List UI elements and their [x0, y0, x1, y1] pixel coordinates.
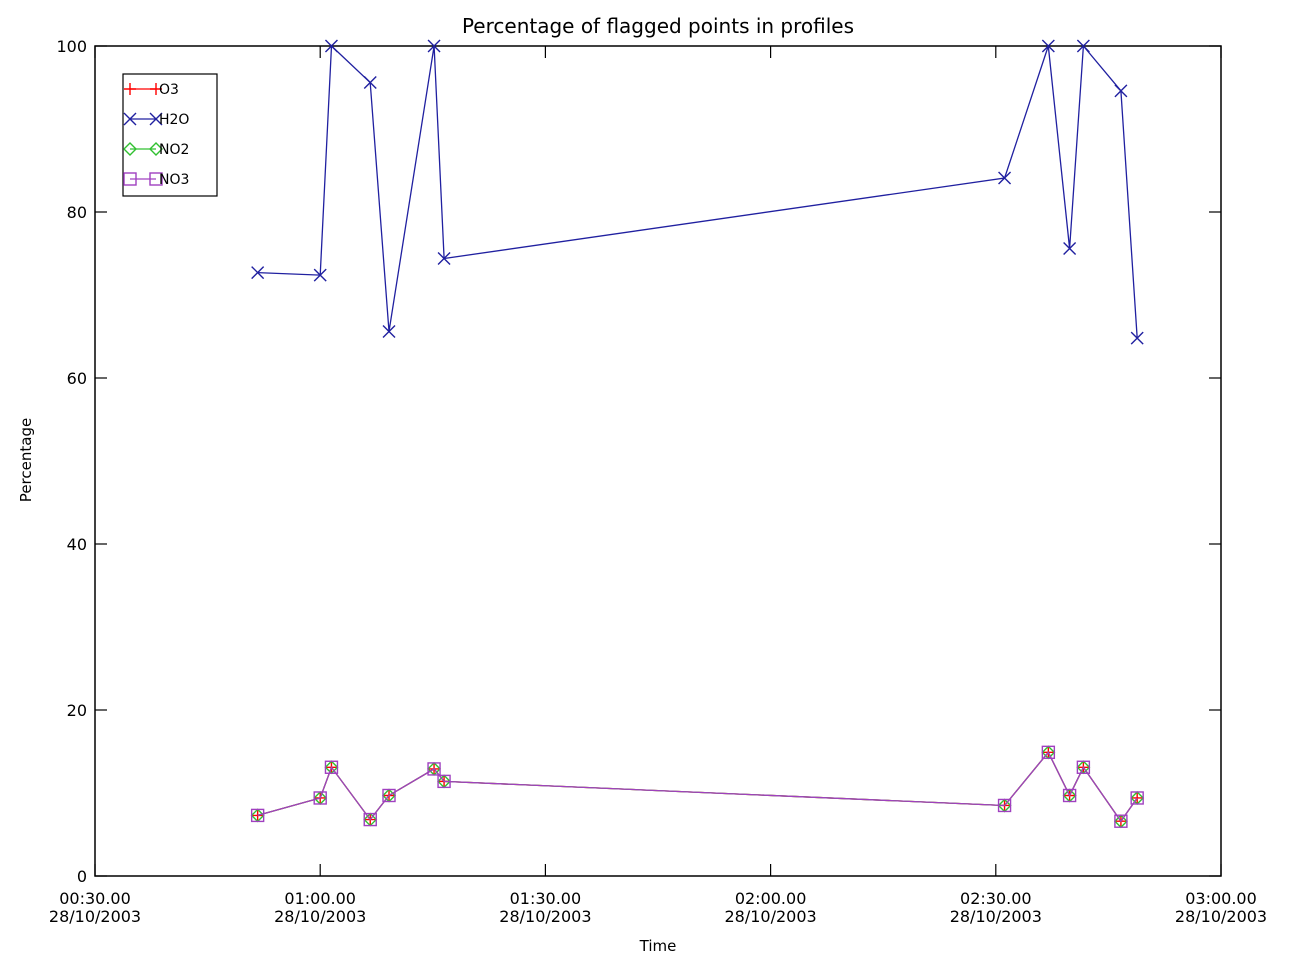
y-tick-label: 20	[67, 701, 87, 720]
legend-label: NO3	[159, 172, 189, 188]
data-point-h2o	[324, 39, 338, 53]
data-point-no3	[997, 798, 1012, 813]
series-line-no3	[257, 751, 1138, 823]
data-point-no3	[1041, 745, 1056, 760]
series-line-h2o	[257, 44, 1138, 339]
legend: O3 H2O NO2 NO3	[122, 73, 218, 197]
y-tick-label: 40	[67, 535, 87, 554]
x-tick-label-date: 28/10/2003	[49, 907, 141, 926]
data-point-h2o	[1130, 331, 1144, 345]
data-point-h2o	[437, 251, 451, 265]
data-point-no3	[437, 774, 451, 789]
x-tick-label-time: 03:00.00	[1185, 889, 1257, 908]
data-point-no3	[1076, 760, 1091, 774]
legend-marker	[149, 112, 163, 126]
data-point-h2o	[998, 171, 1012, 185]
data-point-h2o	[1063, 242, 1077, 256]
series-no3	[250, 745, 1144, 828]
data-point-no3	[1130, 791, 1144, 805]
data-point-h2o	[382, 325, 396, 339]
y-axis-label: Percentage	[17, 418, 35, 502]
data-point-no3	[313, 791, 327, 805]
series-h2o	[251, 39, 1144, 345]
series-layer	[250, 39, 1145, 829]
legend-marker	[149, 172, 163, 186]
x-tick-label-date: 28/10/2003	[274, 907, 366, 926]
legend-marker	[149, 142, 163, 156]
data-point-no3	[1114, 814, 1128, 828]
data-point-no3	[324, 760, 339, 774]
y-tick-label: 60	[67, 369, 87, 388]
data-point-no3	[382, 788, 396, 803]
chart-title: Percentage of flagged points in profiles	[462, 14, 854, 38]
series-no2	[250, 745, 1145, 829]
x-tick-label-date: 28/10/2003	[724, 907, 816, 926]
y-tick-label: 80	[67, 203, 87, 222]
data-point-no3	[1062, 788, 1077, 803]
legend-marker	[123, 172, 137, 186]
data-point-no3	[427, 762, 441, 776]
data-point-h2o	[1076, 39, 1090, 53]
legend-item-o3: O3	[124, 82, 179, 98]
x-tick-label-date: 28/10/2003	[1175, 907, 1267, 926]
legend-marker	[124, 83, 136, 95]
x-tick-label-time: 02:00.00	[735, 889, 807, 908]
x-tick-label-date: 28/10/2003	[950, 907, 1042, 926]
x-axis-label: Time	[639, 937, 677, 955]
y-tick-label: 100	[56, 37, 87, 56]
legend-label: NO2	[159, 142, 189, 158]
axes: 02040608010000:30.0028/10/200301:00.0028…	[49, 37, 1267, 926]
x-tick-label-time: 00:30.00	[59, 889, 131, 908]
legend-item-no2: NO2	[123, 142, 189, 158]
data-point-h2o	[1114, 84, 1128, 98]
data-point-o3	[1131, 791, 1144, 804]
data-point-no3	[363, 812, 377, 827]
x-tick-label-date: 28/10/2003	[499, 907, 591, 926]
legend-label: H2O	[159, 112, 189, 128]
legend-marker	[123, 142, 137, 156]
series-o3	[251, 746, 1144, 828]
y-tick-label: 0	[77, 867, 87, 886]
legend-item-no3: NO3	[123, 172, 189, 188]
legend-marker	[123, 112, 137, 126]
x-tick-label-time: 01:30.00	[510, 889, 582, 908]
x-tick-label-time: 01:00.00	[284, 889, 356, 908]
data-point-h2o	[363, 76, 377, 90]
plot-frame	[94, 45, 1222, 877]
data-point-h2o	[427, 39, 441, 53]
legend-box	[122, 73, 218, 197]
legend-label: O3	[159, 82, 179, 98]
x-tick-label-time: 02:30.00	[960, 889, 1032, 908]
data-point-h2o	[1041, 39, 1055, 53]
legend-item-h2o: H2O	[123, 112, 189, 128]
legend-marker	[150, 83, 162, 95]
data-point-no3	[250, 808, 265, 823]
data-point-h2o	[313, 268, 327, 282]
data-point-h2o	[251, 266, 265, 280]
